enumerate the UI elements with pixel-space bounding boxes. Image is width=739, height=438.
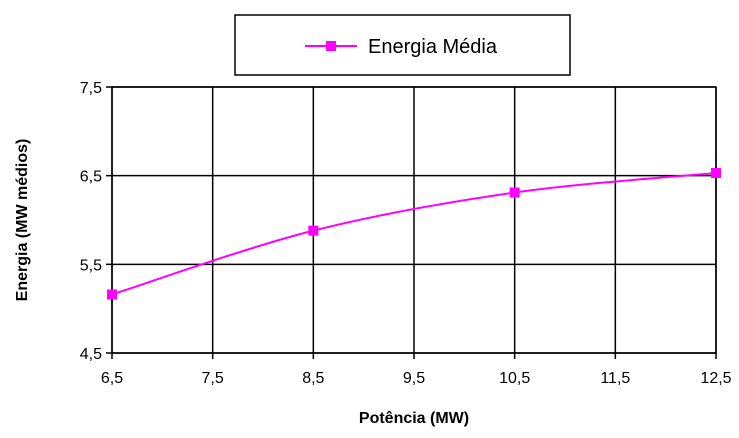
legend-box: [234, 14, 571, 76]
data-point-marker: [308, 225, 319, 236]
y-axis-ticks: 4,5 5,5 6,5 7,5: [80, 80, 112, 363]
x-tick-label: 8,5: [302, 370, 324, 387]
x-axis-ticks: 6,5 7,5 8,5 9,5 10,5 11,5 12,5: [101, 353, 732, 387]
x-axis-title: Potência (MW): [359, 410, 469, 427]
data-point-marker: [107, 289, 117, 300]
y-tick-label: 6,5: [80, 169, 102, 186]
data-point-marker: [509, 187, 520, 198]
x-tick-label: 7,5: [202, 370, 224, 387]
x-tick-label: 6,5: [101, 370, 123, 387]
y-tick-label: 5,5: [80, 257, 102, 274]
y-tick-label: 4,5: [80, 346, 102, 363]
x-tick-label: 10,5: [499, 370, 530, 387]
y-tick-label: 7,5: [80, 80, 102, 97]
y-axis-title: Energia (MW médios): [14, 139, 31, 302]
series-line: [111, 172, 717, 296]
legend-label: Energia Média: [368, 36, 498, 58]
x-tick-label: 9,5: [403, 370, 425, 387]
legend-marker-swatch: [326, 41, 336, 51]
legend: Energia Média: [234, 14, 571, 76]
data-point-marker: [711, 168, 721, 179]
x-tick-label: 11,5: [600, 370, 630, 387]
series-layer: [107, 168, 721, 300]
x-tick-label: 12,5: [700, 370, 731, 387]
grid: [111, 86, 717, 354]
